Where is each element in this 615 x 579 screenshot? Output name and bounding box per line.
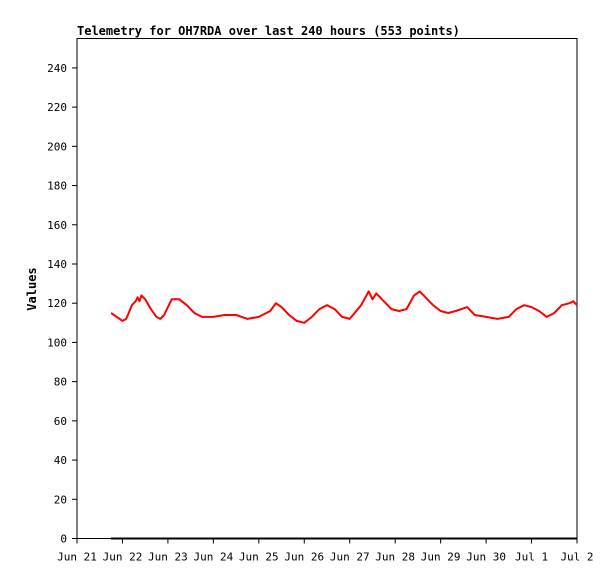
series-layer xyxy=(110,290,578,540)
y-tick-label: 0 xyxy=(60,533,67,546)
y-tick-label: 220 xyxy=(47,101,67,114)
x-tick-label: Jun 24 xyxy=(193,551,233,564)
y-tick-label: 180 xyxy=(47,180,67,193)
y-axis-label: Values xyxy=(25,267,39,310)
y-tick-label: 160 xyxy=(47,219,67,232)
y-tick-label: 120 xyxy=(47,297,67,310)
y-tick-label: 20 xyxy=(54,493,67,506)
y-tick-label: 80 xyxy=(54,376,67,389)
x-tick-label: Jun 26 xyxy=(284,551,324,564)
x-tick-label: Jun 23 xyxy=(148,551,188,564)
x-axis: Jun 21 Jun 22 Jun 23 Jun 24 Jun 25 Jun 26 Jun … xyxy=(57,538,594,564)
x-tick-label: Jun 22 xyxy=(103,551,143,564)
x-tick-label: Jun 25 xyxy=(239,551,279,564)
y-tick-label: 200 xyxy=(47,140,67,153)
y-tick-label: 60 xyxy=(54,415,67,428)
x-tick-label: Jun 29 xyxy=(421,551,461,564)
y-tick-label: 140 xyxy=(47,258,67,271)
x-tick-label: Jun 30 xyxy=(466,551,506,564)
y-tick-label: 100 xyxy=(47,336,67,349)
series-line-1 xyxy=(110,290,578,324)
chart-title: Telemetry for OH7RDA over last 240 hours… xyxy=(77,24,460,38)
y-tick-label: 240 xyxy=(47,62,67,75)
plot-frame xyxy=(76,38,578,539)
x-tick-label: Jun 21 xyxy=(57,551,97,564)
x-tick-label: Jun 27 xyxy=(330,551,370,564)
x-tick-label: Jul 1 xyxy=(515,551,548,564)
y-axis: 0 20 40 60 80 100 120 140 160 180 200 220 240 xyxy=(47,62,77,546)
x-tick-label: Jul 2 xyxy=(560,551,593,564)
y-tick-label: 40 xyxy=(54,454,67,467)
x-tick-label: Jun 28 xyxy=(375,551,415,564)
